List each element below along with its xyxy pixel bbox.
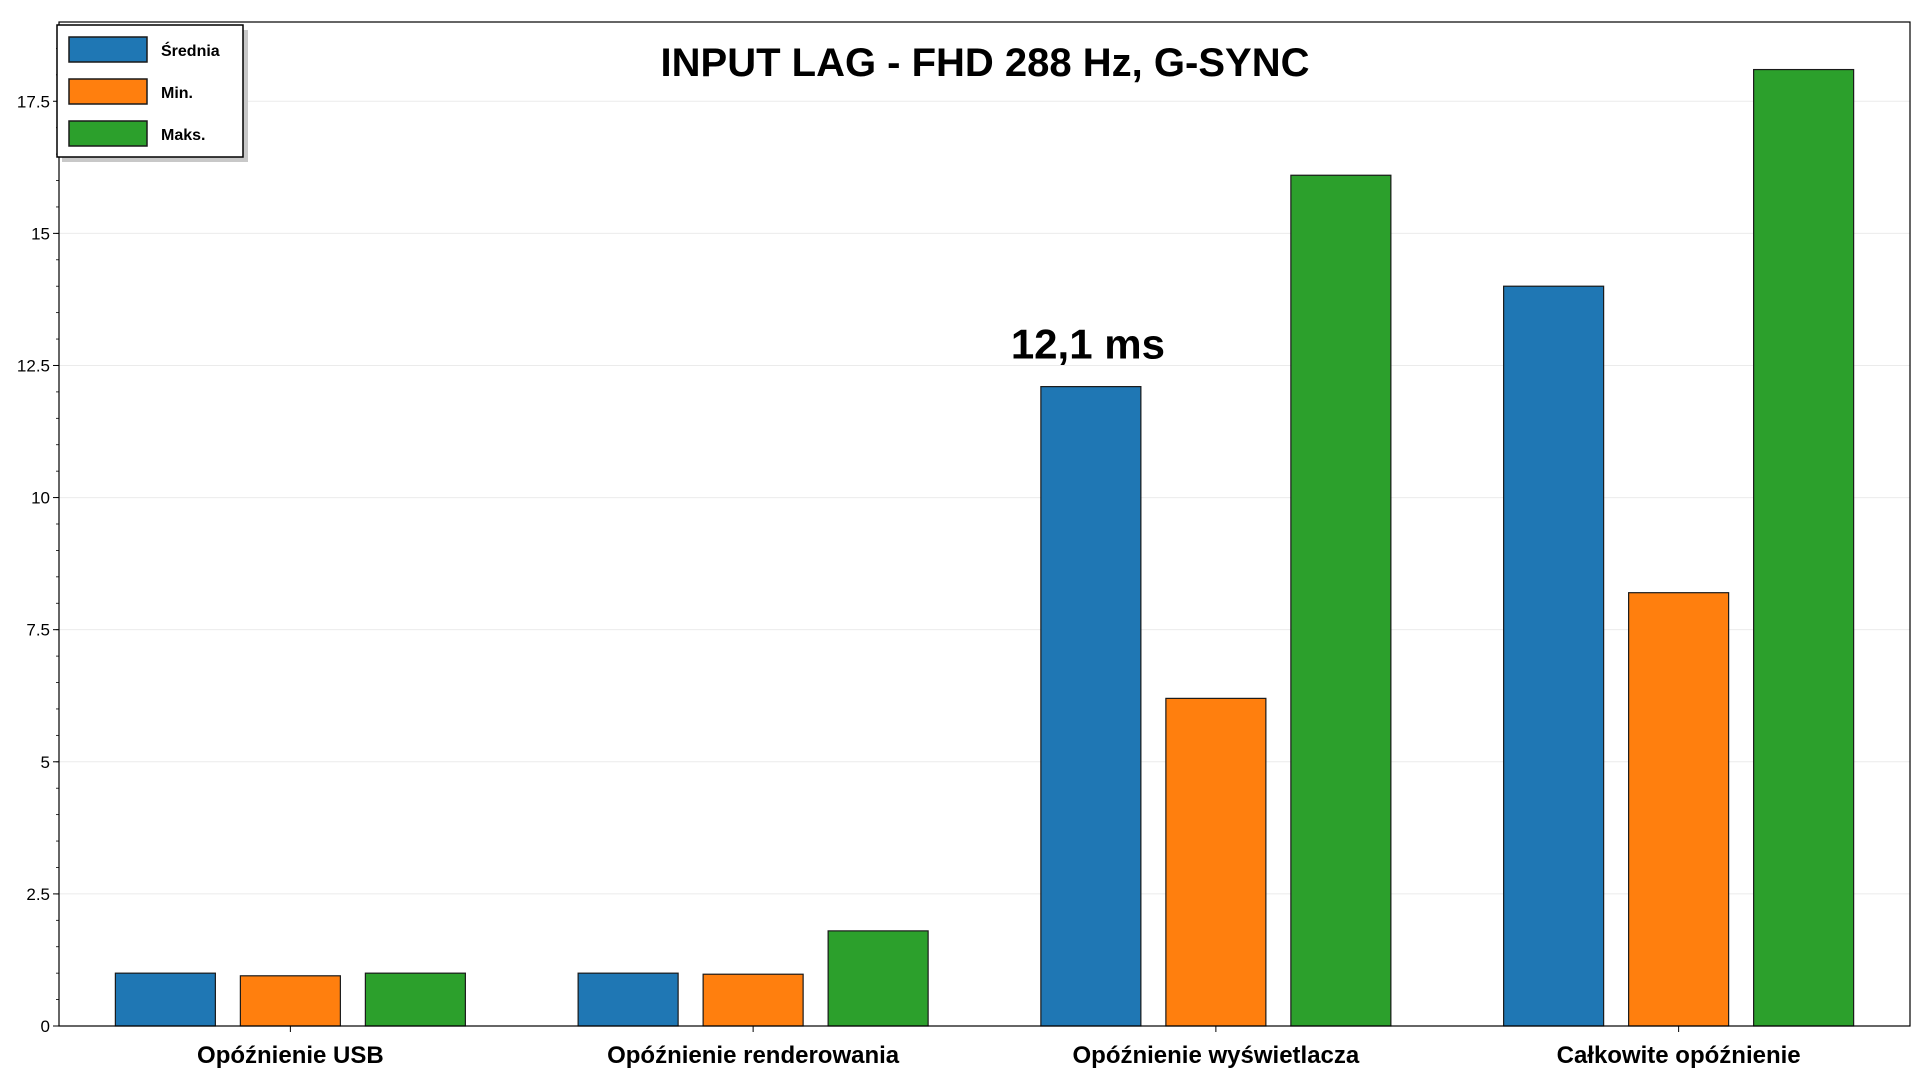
bar-rednia-0 [114, 972, 216, 1027]
y-tick-label: 2.5 [26, 885, 50, 904]
bar-rednia-1 [577, 972, 679, 1027]
x-tick-label: Opóźnienie wyświetlacza [1072, 1042, 1359, 1069]
x-tick-label: Całkowite opóźnienie [1557, 1042, 1801, 1069]
bar-maks-2 [1290, 174, 1392, 1027]
bar-maks-3 [1753, 68, 1855, 1027]
bar-min-1 [702, 973, 804, 1027]
y-tick-label: 15 [31, 224, 50, 243]
legend-label: Średnia [161, 41, 220, 60]
legend-swatch [68, 78, 148, 105]
x-tick-label: Opóźnienie renderowania [607, 1042, 900, 1069]
legend-label: Maks. [161, 127, 205, 144]
bar-min-2 [1165, 697, 1267, 1027]
annotation: 12,1 ms [1011, 321, 1165, 368]
chart-title: INPUT LAG - FHD 288 Hz, G-SYNC [661, 41, 1310, 85]
y-axis: 0 2.5 5 7.5 10 12.5 15 17.5 [17, 48, 59, 1036]
bar-min-0 [239, 975, 341, 1027]
legend-label: Min. [161, 85, 193, 102]
bar-min-3 [1628, 592, 1730, 1027]
x-tick-label: Opóźnienie USB [197, 1042, 384, 1069]
bar-maks-1 [827, 930, 929, 1027]
y-tick-label: 5 [41, 753, 50, 772]
bar-maks-0 [364, 972, 466, 1027]
bar-rednia-2 [1040, 386, 1142, 1027]
grid-lines [59, 100, 1910, 895]
y-tick-label: 17.5 [17, 92, 50, 111]
y-tick-label: 7.5 [26, 621, 50, 640]
legend-swatch [68, 120, 148, 147]
annotation-label: 12,1 ms [1011, 321, 1165, 368]
y-tick-label: 12.5 [17, 356, 50, 375]
bars [114, 68, 1855, 1027]
y-tick-label: 0 [41, 1017, 50, 1036]
y-tick-label: 10 [31, 489, 50, 508]
legend: Średnia Min. Maks. [56, 24, 248, 162]
bar-rednia-3 [1503, 285, 1605, 1027]
x-axis: Opóźnienie USB Opóźnienie renderowania Opó… [197, 1026, 1801, 1069]
legend-swatch [68, 36, 148, 63]
